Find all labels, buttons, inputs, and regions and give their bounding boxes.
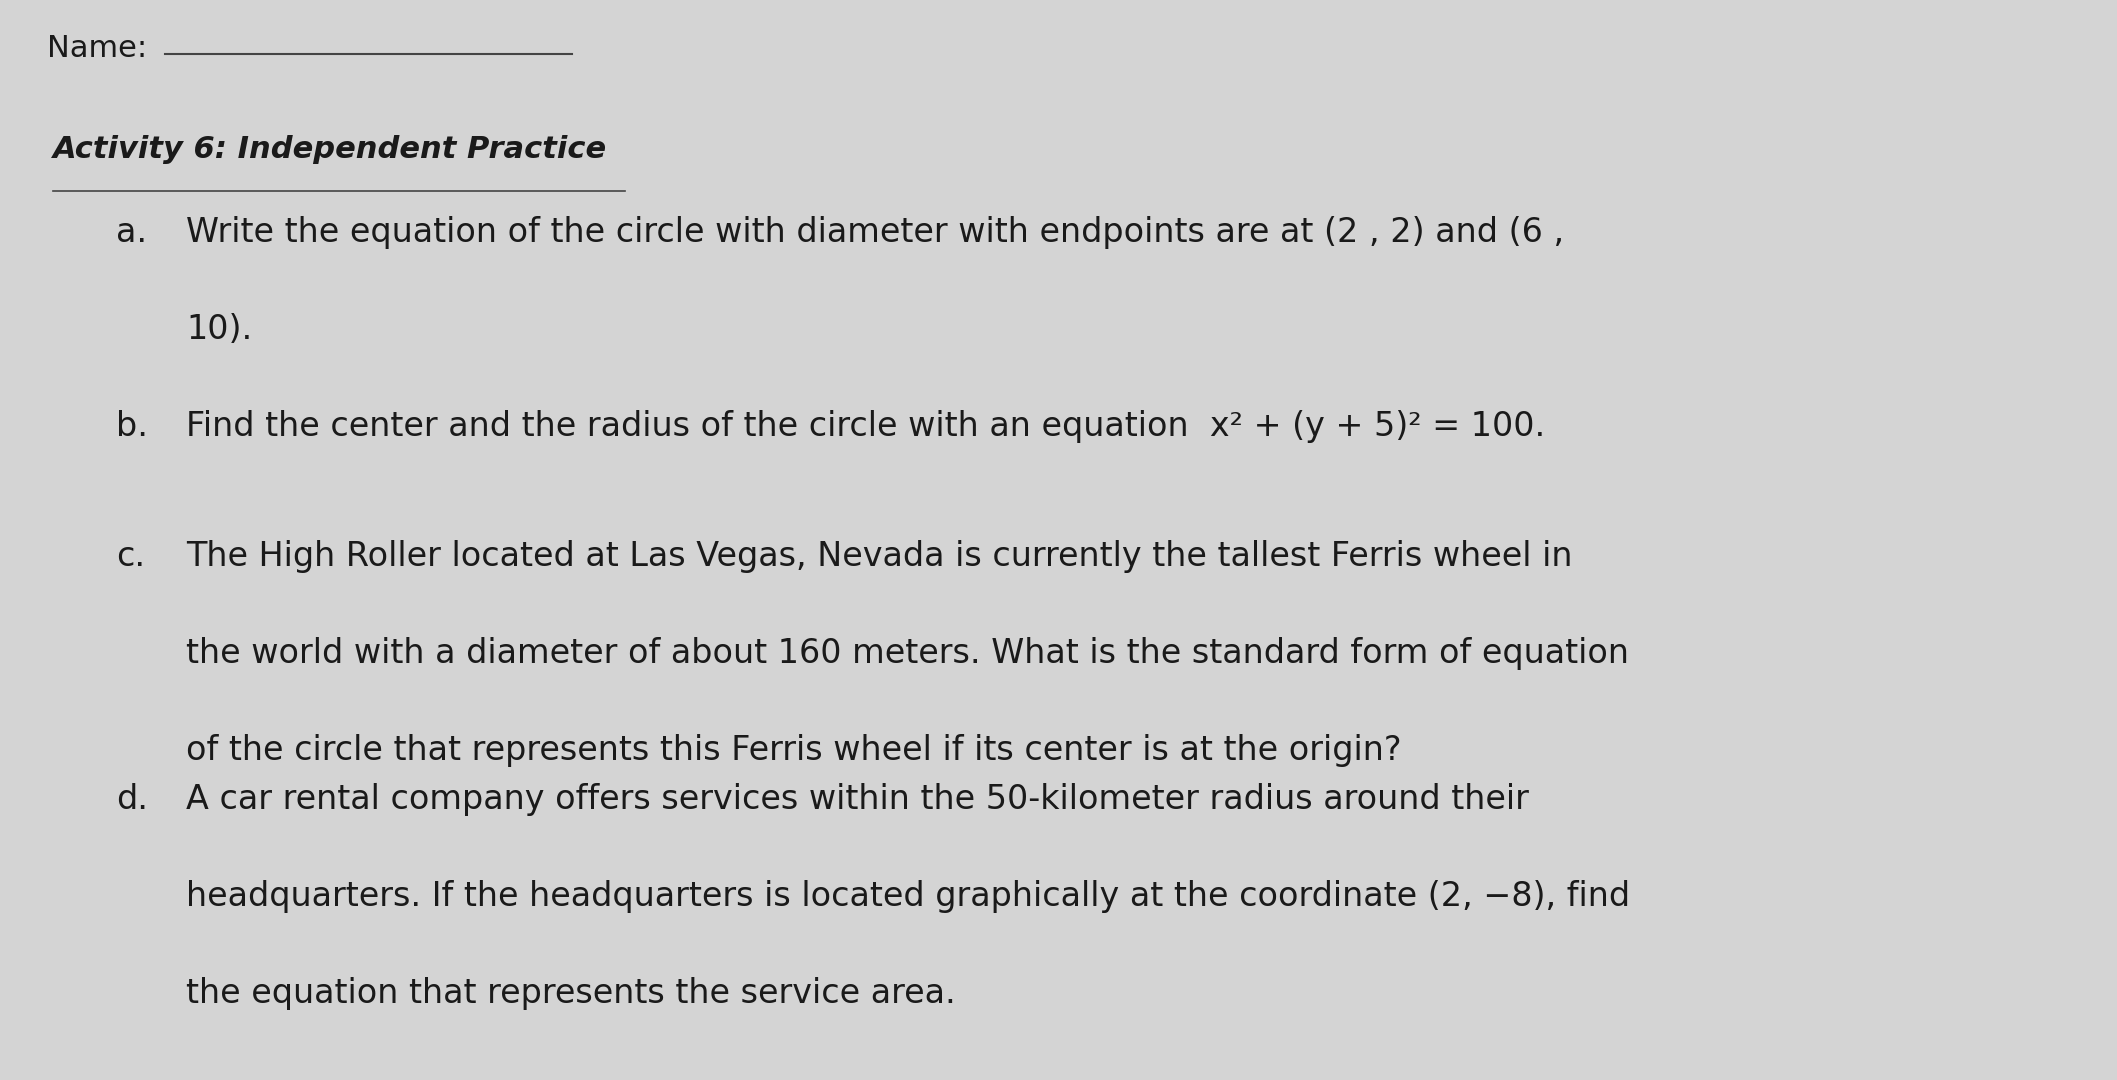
Text: headquarters. If the headquarters is located graphically at the coordinate (2, −: headquarters. If the headquarters is loc… <box>186 880 1630 914</box>
Text: 10).: 10). <box>186 313 252 347</box>
Text: Find the center and the radius of the circle with an equation  x² + (y + 5)² = 1: Find the center and the radius of the ci… <box>186 410 1545 444</box>
Text: a.: a. <box>116 216 148 249</box>
Text: b.: b. <box>116 410 148 444</box>
Text: the equation that represents the service area.: the equation that represents the service… <box>186 977 957 1011</box>
Text: c.: c. <box>116 540 146 573</box>
Text: d.: d. <box>116 783 148 816</box>
Text: The High Roller located at Las Vegas, Nevada is currently the tallest Ferris whe: The High Roller located at Las Vegas, Ne… <box>186 540 1573 573</box>
Text: of the circle that represents this Ferris wheel if its center is at the origin?: of the circle that represents this Ferri… <box>186 734 1401 768</box>
Text: Activity 6: Independent Practice: Activity 6: Independent Practice <box>53 135 608 164</box>
Text: Name:: Name: <box>47 35 146 63</box>
Text: Write the equation of the circle with diameter with endpoints are at (2 , 2) and: Write the equation of the circle with di… <box>186 216 1564 249</box>
Text: A car rental company offers services within the 50-kilometer radius around their: A car rental company offers services wit… <box>186 783 1528 816</box>
Text: the world with a diameter of about 160 meters. What is the standard form of equa: the world with a diameter of about 160 m… <box>186 637 1630 671</box>
